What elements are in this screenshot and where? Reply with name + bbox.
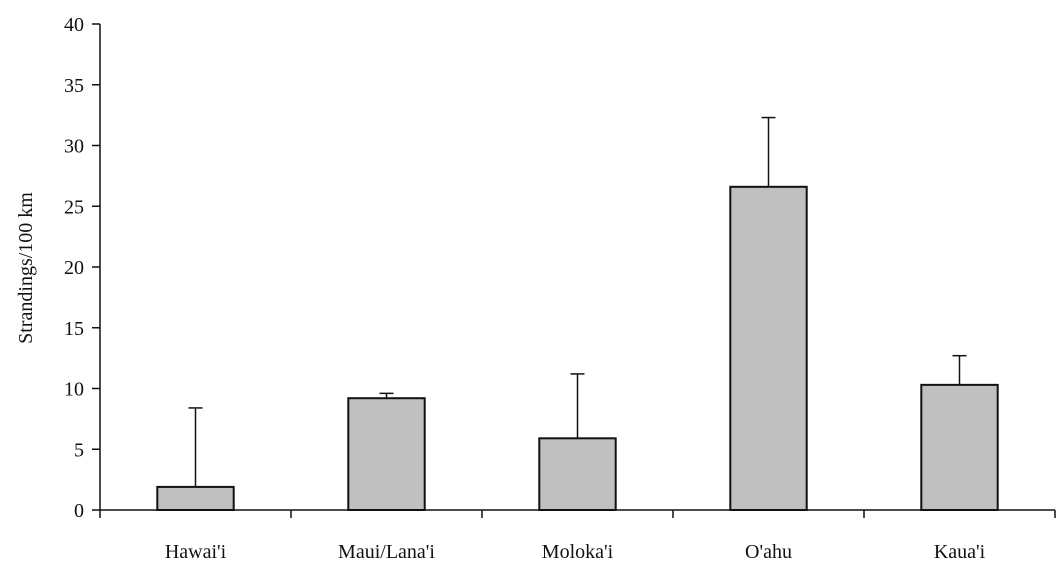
bar	[347, 397, 426, 511]
y-tick-label: 40	[64, 14, 84, 36]
axes	[92, 23, 1056, 518]
x-tick-label: Moloka'i	[542, 541, 614, 563]
y-tick-label: 25	[64, 196, 84, 218]
bar	[729, 185, 808, 511]
y-tick-label: 10	[64, 379, 84, 401]
y-tick-label: 30	[64, 136, 84, 158]
bar	[156, 485, 235, 512]
error-bars	[188, 116, 967, 487]
y-tick-label: 0	[74, 500, 84, 522]
x-tick-label: Hawai'i	[165, 541, 227, 563]
bar	[920, 383, 999, 512]
y-tick-label: 15	[64, 318, 84, 340]
y-tick-label: 35	[64, 75, 84, 97]
labels: 0 5 10 15 20 25 30 35 40 Hawai'i Maui/Lana'i Moloka…	[64, 14, 986, 563]
x-tick-label: Maui/Lana'i	[338, 541, 435, 563]
bar	[538, 437, 617, 511]
y-tick-label: 20	[64, 257, 84, 279]
x-tick-label: O'ahu	[745, 541, 792, 563]
y-tick-label: 5	[74, 439, 84, 461]
x-tick-label: Kaua'i	[934, 541, 986, 563]
y-axis-title: Strandings/100 km	[15, 192, 37, 344]
bars	[156, 185, 999, 512]
